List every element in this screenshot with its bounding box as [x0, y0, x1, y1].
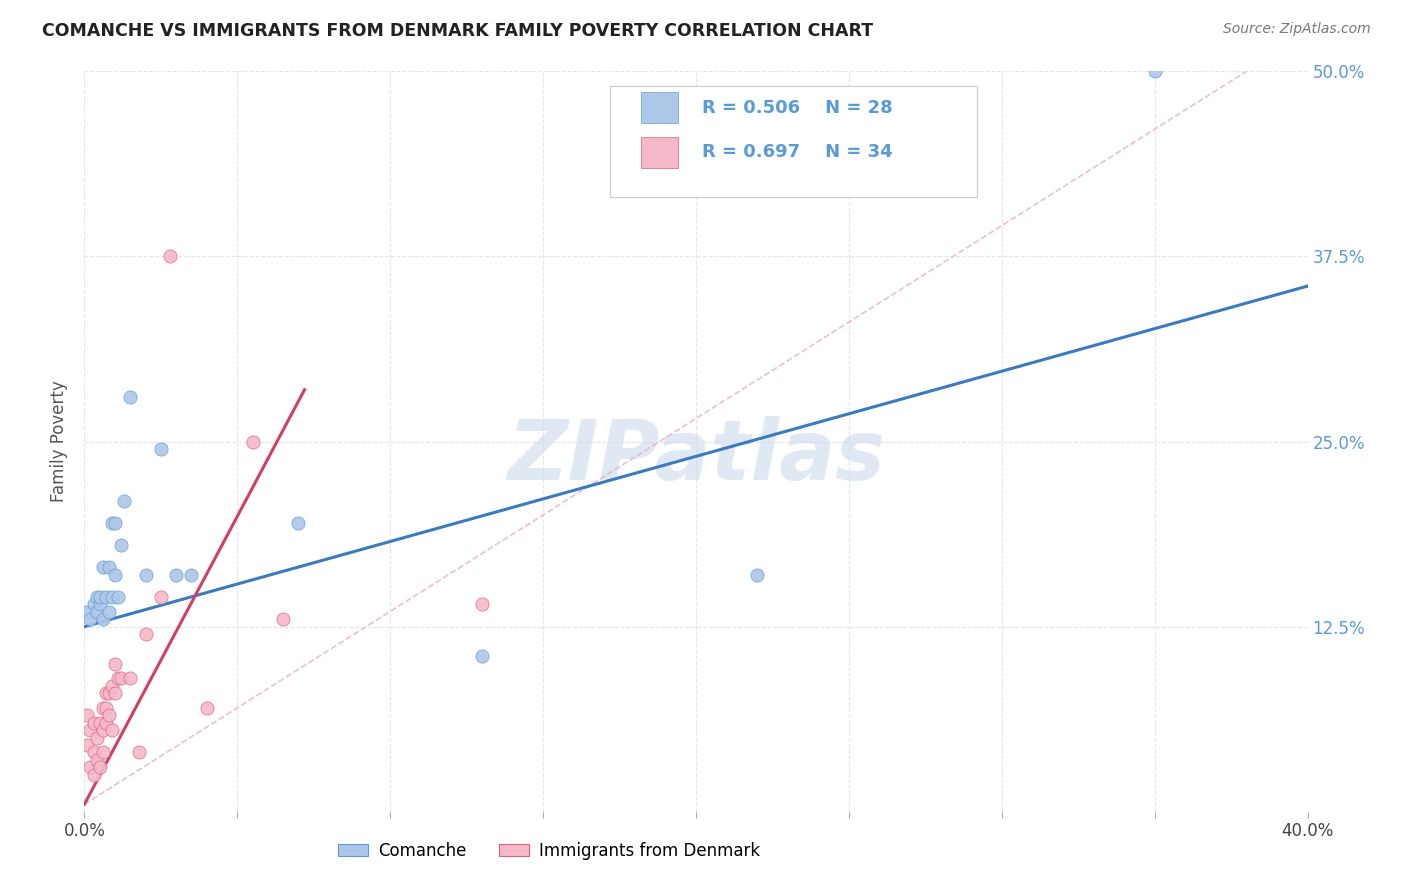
Point [91, 746, 114, 760]
Point [79, 612, 101, 626]
Point [83, 715, 105, 730]
Text: ZIPatlas: ZIPatlas [508, 416, 884, 497]
Point [94, 686, 117, 700]
Point [76, 708, 98, 723]
Point [112, 493, 135, 508]
Point [97, 708, 120, 723]
Point [107, 672, 129, 686]
Point [120, 390, 142, 404]
Text: Source: ZipAtlas.com: Source: ZipAtlas.com [1223, 22, 1371, 37]
Text: R = 0.506    N = 28: R = 0.506 N = 28 [702, 99, 893, 117]
Point [91, 612, 114, 626]
Point [86, 753, 108, 767]
Point [242, 434, 264, 449]
Legend: Comanche, Immigrants from Denmark: Comanche, Immigrants from Denmark [330, 835, 768, 866]
Point [94, 715, 117, 730]
Point [94, 590, 117, 604]
Point [97, 686, 120, 700]
Point [94, 701, 117, 715]
Y-axis label: Family Poverty: Family Poverty [51, 381, 69, 502]
Point [471, 598, 494, 612]
Point [471, 649, 494, 664]
Point [97, 560, 120, 574]
Point [101, 679, 124, 693]
Point [86, 731, 108, 745]
Point [1143, 64, 1166, 78]
Point [101, 516, 124, 530]
Point [104, 657, 127, 671]
Point [110, 672, 132, 686]
Point [89, 760, 111, 774]
Point [195, 701, 218, 715]
Point [159, 250, 181, 264]
FancyBboxPatch shape [641, 92, 678, 123]
Point [287, 516, 309, 530]
Point [135, 567, 157, 582]
FancyBboxPatch shape [610, 87, 977, 197]
Point [104, 567, 127, 582]
Point [83, 767, 105, 781]
Point [104, 686, 127, 700]
Point [86, 590, 108, 604]
Point [91, 701, 114, 715]
Point [83, 746, 105, 760]
Point [135, 627, 157, 641]
Point [107, 590, 129, 604]
Text: R = 0.697    N = 34: R = 0.697 N = 34 [702, 143, 893, 161]
Point [149, 590, 172, 604]
Point [91, 560, 114, 574]
Point [86, 605, 108, 619]
Point [89, 715, 111, 730]
Point [271, 612, 294, 626]
Point [97, 605, 120, 619]
Point [149, 442, 172, 456]
Point [165, 567, 187, 582]
Point [747, 567, 769, 582]
Point [83, 598, 105, 612]
Point [89, 590, 111, 604]
Point [79, 760, 101, 774]
Point [101, 590, 124, 604]
Point [76, 738, 98, 752]
FancyBboxPatch shape [641, 136, 678, 168]
Text: COMANCHE VS IMMIGRANTS FROM DENMARK FAMILY POVERTY CORRELATION CHART: COMANCHE VS IMMIGRANTS FROM DENMARK FAMI… [42, 22, 873, 40]
Point [180, 567, 202, 582]
Point [104, 516, 127, 530]
Point [91, 723, 114, 738]
Point [89, 598, 111, 612]
Point [120, 672, 142, 686]
Point [128, 746, 150, 760]
Point [79, 723, 101, 738]
Point [76, 605, 98, 619]
Point [101, 723, 124, 738]
Point [110, 538, 132, 552]
